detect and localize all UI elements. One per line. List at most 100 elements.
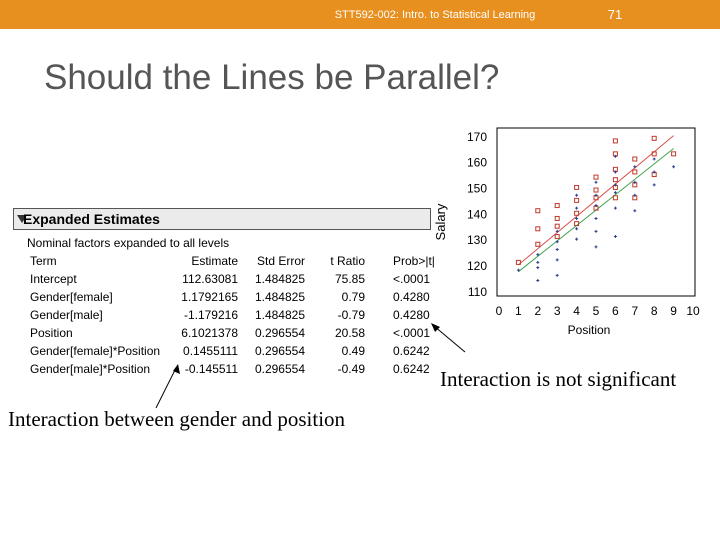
table-row: Gender[male] -1.179216 1.484825 -0.79 0.… (30, 306, 435, 324)
column-header-t-ratio: t Ratio (330, 254, 365, 268)
interaction-caption: Interaction between gender and position (8, 407, 346, 431)
female-point (651, 135, 657, 141)
male-point (594, 216, 598, 220)
male-point (555, 258, 559, 262)
cell-term: Position (30, 326, 73, 340)
male-point (613, 191, 617, 195)
y-tick-label: 150 (467, 181, 487, 195)
male-point (613, 154, 617, 158)
column-header-estimate: Estimate (191, 254, 238, 268)
y-tick-label: 140 (467, 207, 487, 221)
cell-term: Gender[male] (30, 308, 103, 322)
estimates-heading: Expanded Estimates (23, 211, 160, 227)
arrow-line (155, 367, 177, 409)
female-point (515, 259, 521, 265)
male-point (575, 227, 579, 231)
male-point (575, 237, 579, 241)
disclosure-triangle-icon[interactable] (17, 215, 27, 223)
female-point (651, 151, 657, 157)
x-tick-label: 2 (534, 304, 541, 318)
y-axis-ticks: 110 120 130 140 150 160 170 (467, 130, 487, 299)
male-point (613, 183, 617, 187)
x-tick-label: 5 (593, 304, 600, 318)
cell-prob: <.0001 (393, 272, 431, 286)
cell-t-ratio: 75.85 (334, 272, 365, 286)
x-tick-label: 0 (496, 304, 503, 318)
x-tick-label: 8 (651, 304, 658, 318)
female-point (574, 210, 580, 216)
female-point (554, 215, 560, 221)
cell-t-ratio: -0.79 (337, 308, 365, 322)
cell-term: Gender[female] (30, 290, 113, 304)
female-point (593, 187, 599, 193)
male-point (594, 229, 598, 233)
slide-title: Should the Lines be Parallel? (44, 58, 500, 97)
y-tick-label: 110 (468, 285, 487, 299)
table-row: Position 6.1021378 0.296554 20.58 <.0001 (30, 324, 435, 342)
cell-t-ratio: 20.58 (334, 326, 365, 340)
male-point (536, 253, 540, 257)
table-header-row: Term Estimate Std Error t Ratio Prob>|t| (30, 252, 435, 270)
y-tick-label: 170 (467, 130, 487, 144)
cell-prob: 0.6242 (393, 344, 430, 358)
male-point (633, 209, 637, 213)
table-row: Intercept 112.63081 1.484825 75.85 <.000… (30, 270, 435, 288)
cell-std-error: 1.484825 (254, 308, 305, 322)
cell-estimate: -1.179216 (183, 308, 238, 322)
cell-t-ratio: -0.49 (337, 362, 365, 376)
male-point (613, 206, 617, 210)
x-tick-label: 10 (686, 304, 700, 318)
table-row: Gender[male]*Position -0.145511 0.296554… (30, 360, 435, 378)
arrow-head-icon (173, 364, 180, 374)
x-axis-label: Position (568, 323, 611, 337)
cell-std-error: 0.296554 (254, 344, 305, 358)
y-tick-label: 160 (467, 156, 487, 170)
male-point (536, 260, 540, 264)
x-tick-label: 6 (612, 304, 619, 318)
cell-prob: 0.4280 (393, 308, 430, 322)
slide-number: 71 (607, 7, 623, 22)
cell-estimate: -0.145511 (184, 362, 238, 376)
cell-prob: 0.6242 (393, 362, 430, 376)
cell-term: Gender[male]*Position (30, 362, 151, 376)
interaction-note: Interaction is not significant (440, 367, 677, 391)
estimates-table: Term Estimate Std Error t Ratio Prob>|t|… (30, 252, 435, 378)
plot-frame (496, 127, 696, 297)
male-point (575, 193, 579, 197)
female-point (593, 174, 599, 180)
male-point (594, 193, 598, 197)
female-point (535, 208, 541, 214)
male-point (594, 204, 598, 208)
male-point (613, 235, 617, 239)
male-point (555, 247, 559, 251)
header-bar (0, 0, 720, 29)
data-points (515, 135, 677, 282)
cell-estimate: 0.1455111 (183, 344, 238, 358)
cell-term: Intercept (30, 272, 77, 286)
estimates-panel-header[interactable]: Expanded Estimates (13, 208, 431, 230)
female-point (671, 151, 677, 157)
female-point (554, 223, 560, 229)
female-point (574, 197, 580, 203)
male-point (594, 180, 598, 184)
x-tick-label: 7 (631, 304, 638, 318)
cell-std-error: 0.296554 (254, 326, 305, 340)
male-point (652, 170, 656, 174)
cell-t-ratio: 0.49 (341, 344, 365, 358)
arrow-line (433, 325, 466, 353)
column-header-term: Term (30, 254, 57, 268)
cell-std-error: 1.484825 (254, 272, 305, 286)
female-point (612, 195, 618, 201)
male-point (633, 180, 637, 184)
course-title: STT592-002: Intro. to Statistical Learni… (334, 9, 536, 21)
y-tick-label: 120 (467, 259, 487, 273)
female-point (574, 221, 580, 227)
male-point (555, 273, 559, 277)
x-tick-label: 1 (515, 304, 522, 318)
female-point (574, 184, 580, 190)
cell-term: Gender[female]*Position (30, 344, 161, 358)
female-point (535, 226, 541, 232)
table-row: Gender[female] 1.1792165 1.484825 0.79 0… (30, 288, 435, 306)
column-header-prob: Prob>|t| (393, 254, 435, 268)
